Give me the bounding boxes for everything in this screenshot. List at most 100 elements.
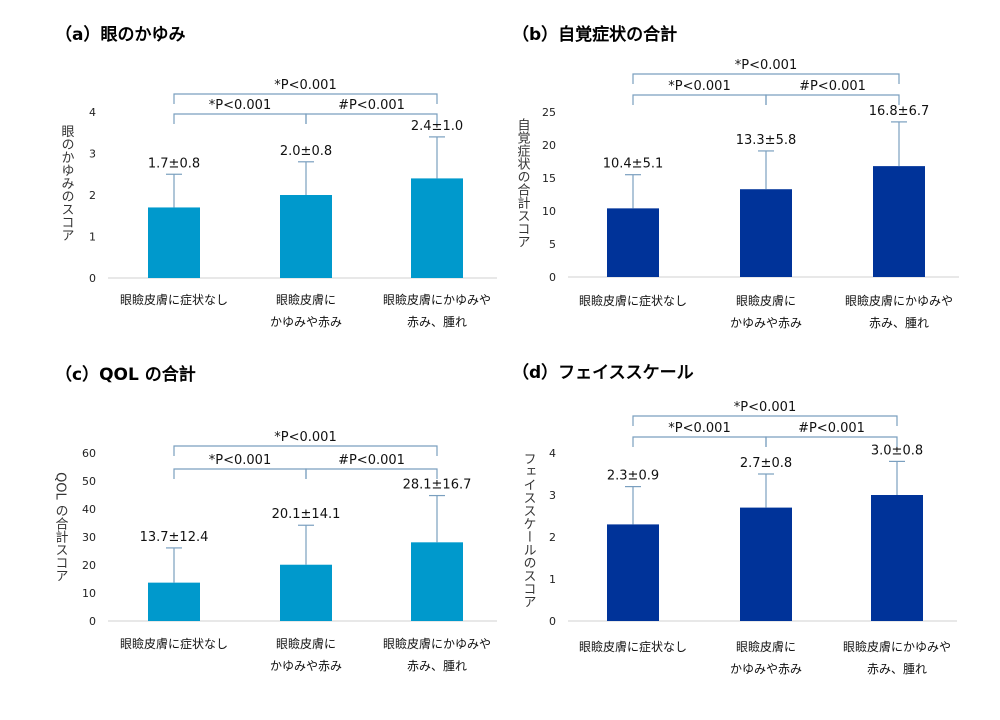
bar	[280, 195, 332, 278]
x-tick-label: 眼瞼皮膚に	[276, 636, 336, 651]
significance-label: *P<0.001	[209, 98, 271, 113]
y-tick-label: 0	[89, 615, 96, 628]
significance-bracket	[173, 113, 307, 124]
bar	[280, 564, 332, 621]
significance-bracket	[305, 468, 438, 479]
y-axis-label: 眼のかゆみのスコア	[59, 125, 75, 242]
significance-label: #P<0.001	[798, 421, 865, 436]
y-tick-label: 40	[82, 503, 96, 516]
x-tick-label: 眼瞼皮膚に	[736, 639, 796, 654]
bar	[607, 208, 659, 277]
y-tick-label: 60	[82, 447, 96, 460]
data-label: 1.7±0.8	[148, 156, 200, 171]
significance-label: #P<0.001	[799, 79, 866, 94]
x-tick-label: 眼瞼皮膚に症状なし	[120, 292, 228, 307]
y-tick-label: 10	[82, 587, 96, 600]
significance-bracket	[305, 113, 438, 124]
panel-title: （b）自覚症状の合計	[512, 24, 677, 45]
y-tick-label: 20	[82, 559, 96, 572]
x-tick-label: 眼瞼皮膚に	[736, 293, 796, 308]
x-tick-label: かゆみや赤み	[270, 659, 342, 673]
y-tick-label: 3	[549, 489, 556, 502]
significance-label: *P<0.001	[735, 58, 797, 73]
y-tick-label: 1	[89, 231, 96, 244]
significance-bracket	[765, 94, 900, 105]
data-label: 2.7±0.8	[740, 456, 792, 471]
data-label: 16.8±6.7	[869, 104, 930, 119]
y-tick-label: 1	[549, 573, 556, 586]
y-tick-label: 10	[542, 205, 556, 218]
significance-bracket	[173, 468, 307, 479]
significance-label: *P<0.001	[209, 453, 271, 468]
significance-label: #P<0.001	[338, 98, 405, 113]
x-tick-label: かゆみや赤み	[270, 315, 342, 329]
data-label: 2.4±1.0	[411, 119, 463, 134]
y-axis-label: 自覚症状の合計スコア	[515, 118, 531, 248]
x-tick-label: 赤み、腫れ	[869, 316, 929, 330]
data-label: 28.1±16.7	[403, 478, 472, 493]
bar	[871, 495, 923, 621]
bar	[148, 207, 200, 278]
bar	[873, 166, 925, 277]
data-label: 13.7±12.4	[140, 530, 209, 545]
y-tick-label: 25	[542, 106, 556, 119]
y-tick-label: 0	[89, 272, 96, 285]
x-tick-label: 眼瞼皮膚に症状なし	[579, 293, 687, 308]
y-tick-label: 2	[89, 189, 96, 202]
x-tick-label: 眼瞼皮膚にかゆみや	[843, 639, 951, 654]
x-tick-label: 眼瞼皮膚に	[276, 292, 336, 307]
y-tick-label: 30	[82, 531, 96, 544]
x-tick-label: 赤み、腫れ	[867, 662, 927, 676]
panel-title: （a）眼のかゆみ	[55, 24, 185, 45]
data-label: 2.0±0.8	[280, 144, 332, 159]
y-axis-label: フェイススケールのスコア	[521, 452, 536, 608]
bar	[607, 524, 659, 621]
x-tick-label: 赤み、腫れ	[407, 659, 467, 673]
x-tick-label: 眼瞼皮膚にかゆみや	[383, 292, 491, 307]
bar	[740, 507, 792, 621]
data-label: 13.3±5.8	[736, 133, 797, 148]
x-tick-label: 眼瞼皮膚に症状なし	[579, 639, 687, 654]
data-label: 2.3±0.9	[607, 469, 659, 484]
data-label: 20.1±14.1	[272, 507, 341, 522]
panel-title: （c）QOL の合計	[55, 364, 196, 385]
significance-label: #P<0.001	[338, 453, 405, 468]
x-tick-label: 眼瞼皮膚にかゆみや	[845, 293, 953, 308]
significance-label: *P<0.001	[668, 421, 730, 436]
x-tick-label: かゆみや赤み	[730, 662, 802, 676]
data-label: 3.0±0.8	[871, 443, 923, 458]
panel-title: （d）フェイススケール	[512, 362, 694, 383]
significance-bracket	[173, 445, 438, 456]
bar	[411, 542, 463, 621]
y-tick-label: 3	[89, 148, 96, 161]
bar	[740, 189, 792, 277]
y-tick-label: 5	[549, 238, 556, 251]
y-axis-label: QOL の合計スコア	[53, 472, 69, 582]
x-tick-label: かゆみや赤み	[730, 316, 802, 330]
significance-bracket	[765, 436, 898, 447]
significance-label: *P<0.001	[274, 430, 336, 445]
data-label: 10.4±5.1	[603, 157, 664, 172]
significance-bracket	[632, 73, 900, 84]
significance-bracket	[173, 93, 438, 104]
bar	[148, 582, 200, 621]
y-tick-label: 4	[549, 447, 556, 460]
significance-label: *P<0.001	[734, 400, 796, 415]
y-tick-label: 50	[82, 475, 96, 488]
y-tick-label: 15	[542, 172, 556, 185]
y-tick-label: 0	[549, 271, 556, 284]
y-tick-label: 2	[549, 531, 556, 544]
significance-bracket	[632, 436, 767, 447]
bar	[411, 178, 463, 278]
significance-bracket	[632, 94, 767, 105]
significance-label: *P<0.001	[274, 78, 336, 93]
y-tick-label: 0	[549, 615, 556, 628]
y-tick-label: 4	[89, 106, 96, 119]
significance-label: *P<0.001	[668, 79, 730, 94]
x-tick-label: 眼瞼皮膚にかゆみや	[383, 636, 491, 651]
significance-bracket	[632, 415, 898, 426]
